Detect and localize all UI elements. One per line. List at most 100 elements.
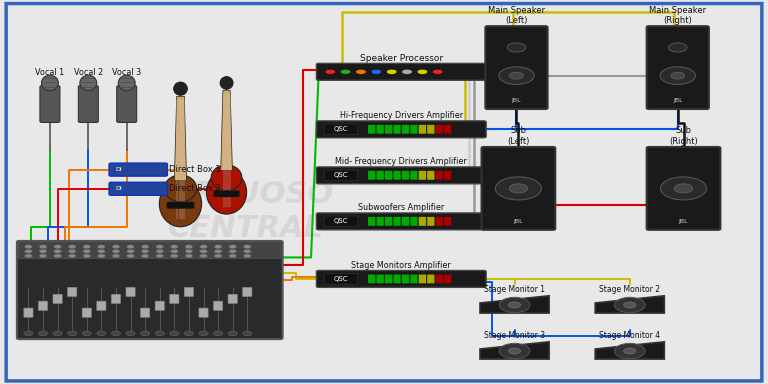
FancyBboxPatch shape [385,125,392,134]
FancyBboxPatch shape [316,121,486,138]
Circle shape [243,331,252,336]
FancyBboxPatch shape [24,308,33,317]
FancyBboxPatch shape [427,171,435,180]
FancyBboxPatch shape [444,125,452,134]
FancyBboxPatch shape [410,125,418,134]
Circle shape [170,249,178,253]
Circle shape [214,245,222,248]
Text: QSC: QSC [334,172,348,178]
FancyBboxPatch shape [402,217,409,226]
Circle shape [127,254,134,258]
FancyBboxPatch shape [214,190,240,197]
Circle shape [170,245,178,248]
Circle shape [39,245,47,248]
Circle shape [386,69,397,74]
FancyBboxPatch shape [82,308,91,317]
Circle shape [54,254,61,258]
FancyBboxPatch shape [97,301,106,310]
Ellipse shape [41,75,58,91]
FancyBboxPatch shape [111,294,121,303]
FancyBboxPatch shape [184,287,194,296]
Circle shape [185,254,193,258]
Circle shape [185,245,193,248]
FancyBboxPatch shape [444,217,452,226]
Circle shape [499,343,530,359]
FancyBboxPatch shape [109,163,167,176]
Circle shape [39,249,47,253]
Circle shape [325,69,336,74]
FancyBboxPatch shape [435,125,443,134]
Circle shape [402,69,412,74]
Circle shape [508,348,521,354]
Circle shape [98,249,105,253]
Circle shape [432,69,443,74]
Circle shape [200,245,207,248]
Circle shape [170,254,178,258]
Circle shape [24,331,33,336]
Polygon shape [480,296,549,313]
Circle shape [340,69,351,74]
Circle shape [229,254,237,258]
FancyBboxPatch shape [410,217,418,226]
FancyBboxPatch shape [393,274,401,283]
Circle shape [54,249,61,253]
Text: Vocal 3: Vocal 3 [112,68,141,77]
Circle shape [98,254,105,258]
Circle shape [112,249,120,253]
Circle shape [141,245,149,248]
Circle shape [660,177,707,200]
Circle shape [170,331,179,336]
Polygon shape [595,342,664,359]
Ellipse shape [211,165,242,190]
Ellipse shape [80,75,97,91]
FancyBboxPatch shape [155,301,164,310]
FancyBboxPatch shape [68,287,77,296]
Circle shape [39,254,47,258]
Polygon shape [220,90,233,170]
FancyBboxPatch shape [324,170,358,181]
Circle shape [184,331,194,336]
FancyBboxPatch shape [167,202,194,209]
FancyBboxPatch shape [376,171,384,180]
Circle shape [112,254,120,258]
Circle shape [68,249,76,253]
Circle shape [243,254,251,258]
FancyBboxPatch shape [368,274,376,283]
Circle shape [624,348,636,354]
Circle shape [83,245,91,248]
Text: Main Speaker
(Left): Main Speaker (Left) [488,6,545,25]
Circle shape [507,43,525,52]
Circle shape [214,254,222,258]
Circle shape [499,67,535,84]
FancyBboxPatch shape [410,274,418,283]
FancyBboxPatch shape [427,274,435,283]
FancyBboxPatch shape [228,294,237,303]
FancyBboxPatch shape [78,86,98,122]
FancyBboxPatch shape [419,171,426,180]
FancyBboxPatch shape [53,294,62,303]
FancyBboxPatch shape [368,125,376,134]
FancyBboxPatch shape [485,26,548,109]
Circle shape [417,69,428,74]
FancyBboxPatch shape [141,308,150,317]
Circle shape [111,331,121,336]
FancyBboxPatch shape [435,274,443,283]
Polygon shape [174,96,187,181]
Circle shape [495,177,541,200]
Text: Speaker Processor: Speaker Processor [359,54,443,63]
FancyBboxPatch shape [444,274,452,283]
Circle shape [356,69,366,74]
FancyBboxPatch shape [40,86,60,122]
Text: JBL: JBL [514,219,523,224]
FancyBboxPatch shape [385,171,392,180]
FancyBboxPatch shape [435,171,443,180]
Text: Vocal 2: Vocal 2 [74,68,103,77]
Polygon shape [595,296,664,313]
Circle shape [126,331,135,336]
FancyBboxPatch shape [316,270,486,287]
Circle shape [155,331,164,336]
Circle shape [508,302,521,308]
Text: QSC: QSC [334,218,348,224]
Ellipse shape [220,76,233,89]
FancyBboxPatch shape [243,287,252,296]
